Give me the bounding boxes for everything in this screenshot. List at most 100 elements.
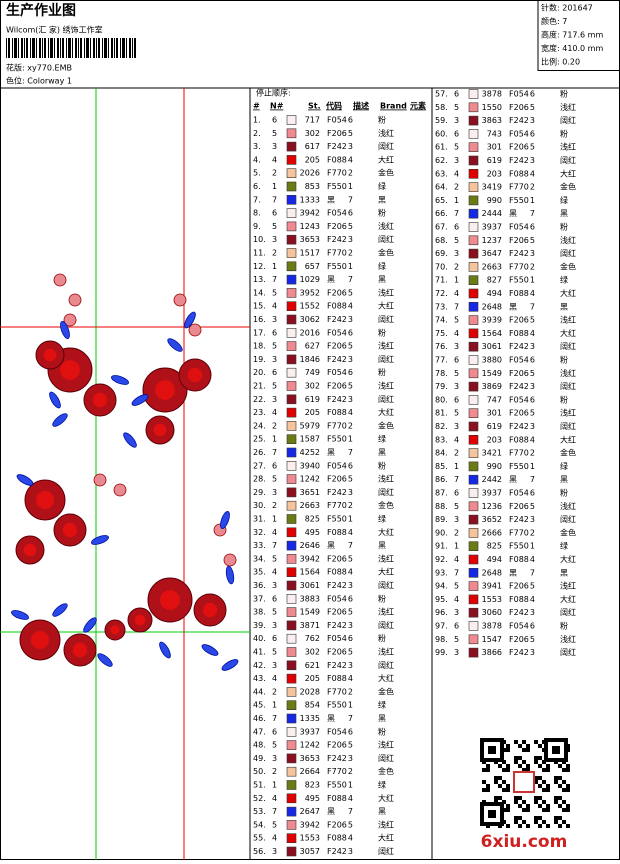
bar-line — [84, 38, 85, 58]
stop-number: 28. — [253, 475, 266, 484]
color-number: 6 — [272, 594, 277, 603]
code: F088 — [509, 595, 529, 604]
description: 6 — [530, 129, 535, 138]
brand: 金色 — [378, 500, 394, 510]
description: 3 — [348, 621, 353, 630]
brand: 粉 — [378, 633, 386, 643]
qr-cell — [558, 804, 562, 808]
brand: 阔红 — [560, 647, 576, 657]
qr-cell — [494, 780, 498, 784]
color-number: 3 — [454, 515, 459, 524]
stitches: 3061 — [300, 581, 320, 590]
stop-number: 74. — [435, 316, 448, 325]
stop-number: 21. — [253, 382, 266, 391]
description: 2 — [348, 687, 353, 696]
swatch — [286, 647, 297, 657]
description: 4 — [348, 155, 353, 164]
qr-cell — [534, 760, 538, 764]
qr-cell — [558, 816, 562, 820]
swatch — [286, 341, 297, 351]
brand: 阔红 — [378, 620, 394, 630]
stop-number: 98. — [435, 635, 448, 644]
color-number: 6 — [454, 395, 459, 404]
color-number: 5 — [454, 582, 459, 591]
description: 1 — [348, 262, 353, 271]
leaf — [221, 659, 239, 671]
color-number: 5 — [272, 382, 277, 391]
brand: 阔红 — [378, 753, 394, 763]
swatch — [286, 673, 297, 684]
swatch — [468, 169, 479, 179]
stop-number: 37. — [253, 594, 266, 603]
swatch — [286, 155, 297, 165]
code: F206 — [509, 143, 529, 152]
brand: 粉 — [560, 355, 568, 365]
swatch — [286, 314, 297, 325]
code: F088 — [509, 289, 529, 298]
description: 6 — [530, 622, 535, 631]
brand: 金色 — [378, 420, 394, 430]
brand: 阔红 — [378, 394, 394, 404]
stop-number: 15. — [253, 302, 266, 311]
code: F770 — [327, 169, 347, 178]
stop-number: 9. — [253, 222, 261, 231]
title: 生产作业图 — [6, 2, 76, 19]
stop-number: 18. — [253, 342, 266, 351]
qr-cell — [542, 768, 546, 772]
bar-line — [98, 38, 100, 58]
swatch — [286, 301, 297, 312]
brand: 大红 — [378, 527, 394, 537]
description: 2 — [348, 767, 353, 776]
stitches: 3942 — [300, 820, 320, 829]
stitches: 2444 — [482, 209, 502, 218]
stop-number: 1. — [253, 116, 261, 125]
code: 黑 — [327, 541, 335, 550]
stitches: 494 — [487, 289, 502, 298]
color-number: 3 — [272, 754, 277, 763]
description: 2 — [530, 183, 535, 192]
qr-cell — [554, 796, 558, 800]
qr-cell — [506, 744, 510, 748]
column-header: 元素 — [410, 101, 426, 111]
stop-number: 59. — [435, 116, 448, 125]
swatch — [286, 274, 297, 285]
description: 5 — [348, 288, 353, 297]
stitches: 3939 — [482, 316, 502, 325]
qr-cell — [522, 748, 526, 752]
code: F054 — [509, 129, 529, 138]
stitches: 2026 — [300, 169, 320, 178]
stop-number: 19. — [253, 355, 266, 364]
color-number: 5 — [454, 369, 459, 378]
bar-line — [80, 38, 82, 58]
color-number: 1 — [454, 276, 459, 285]
code: F242 — [509, 648, 529, 657]
stitches: 2016 — [300, 328, 320, 337]
stop-number: 6. — [253, 182, 261, 191]
color-number: 6 — [454, 129, 459, 138]
swatch — [286, 687, 297, 697]
description: 3 — [530, 156, 535, 165]
stop-number: 66. — [435, 209, 448, 218]
qr-cell — [534, 800, 538, 804]
bar-line — [50, 38, 53, 58]
description: 1 — [530, 462, 535, 471]
bud — [63, 313, 77, 327]
stop-number: 71. — [435, 276, 448, 285]
code: 黑 — [327, 195, 335, 204]
stitches: 205 — [305, 155, 320, 164]
swatch — [286, 500, 297, 511]
qr-cell — [482, 768, 486, 772]
stop-number: 25. — [253, 435, 266, 444]
qr-cell — [518, 824, 522, 828]
stitches: 3880 — [482, 356, 502, 365]
code: 黑 — [509, 475, 517, 484]
qr-cell — [502, 788, 506, 792]
swatch — [468, 488, 479, 498]
swatch — [468, 634, 479, 645]
stitches: 2663 — [482, 262, 502, 271]
brand: 黑 — [560, 302, 568, 311]
description: 2 — [348, 421, 353, 430]
brand: 金色 — [378, 686, 394, 696]
description: 5 — [348, 554, 353, 563]
stitches: 1517 — [300, 249, 320, 258]
